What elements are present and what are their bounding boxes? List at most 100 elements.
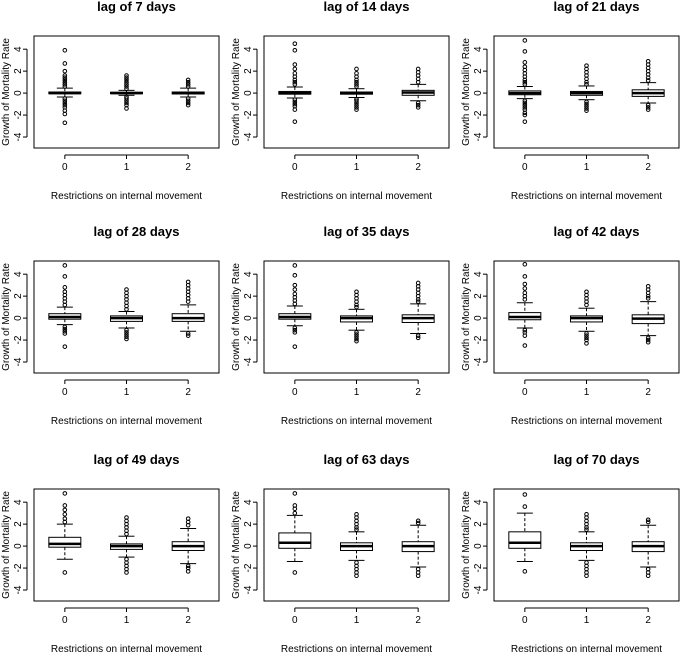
y-tick-label: 0 [13,315,24,321]
outlier-point [124,98,129,104]
outlier-point [185,563,191,569]
outlier-point [185,79,191,85]
outlier-point [645,335,651,341]
outlier-point [522,60,528,65]
outlier-point [584,331,589,336]
panel-title: lag of 28 days [94,224,180,239]
outlier-point [62,263,68,268]
iqr-box [508,531,542,549]
outlier-point [292,99,298,105]
y-tick-label: 4 [473,271,484,277]
x-axis-label: Restrictions on internal movement [51,644,202,655]
outlier-point [292,330,298,335]
outlier-point [354,338,359,344]
outlier-point [522,38,528,43]
panel-title: lag of 42 days [554,224,640,239]
y-tick-label: -2 [473,563,484,572]
x-tick-label: 2 [645,387,651,398]
outlier-point [292,344,298,349]
x-axis-label: Restrictions on internal movement [511,191,662,202]
outlier-point [62,491,68,496]
outlier-point [584,82,589,87]
iqr-box [278,532,312,549]
y-tick-label: 4 [473,46,484,52]
panel-title: lag of 49 days [94,452,180,467]
outlier-point [522,281,528,287]
outlier-point [292,107,298,112]
outlier-point [292,82,298,87]
panel-title: lag of 63 days [324,452,410,467]
y-axis-label: Growth of Mortality Rate [461,491,472,599]
plot-frame [493,488,680,602]
y-tick-label: -2 [13,110,24,119]
box-category-1 [340,511,373,579]
outlier-point [124,307,129,312]
x-tick-label: 2 [415,387,421,398]
outlier-point [185,102,191,108]
outlier-point [354,334,359,340]
x-tick-label: 1 [354,387,360,398]
y-tick-label: 4 [243,271,254,277]
outlier-point [354,332,359,337]
outlier-point [62,100,68,106]
plot-frame [263,488,450,602]
panel-title: lag of 7 days [97,0,176,14]
x-tick-label: 0 [292,162,298,173]
outlier-point [292,287,298,292]
y-tick-label: 4 [473,499,484,505]
outlier-point [354,336,359,342]
outlier-point [292,62,298,67]
outlier-point [584,79,589,85]
y-tick-label: 2 [13,68,24,74]
y-tick-label: 0 [473,315,484,321]
y-tick-label: -4 [243,357,254,366]
outlier-point [584,525,589,530]
y-axis-label: Growth of Mortality Rate [1,263,12,371]
outlier-point [522,333,528,338]
outlier-point [124,75,129,81]
outlier-point [62,82,68,87]
box-category-0 [48,263,82,349]
outlier-point [124,84,129,89]
outlier-point [645,293,651,299]
x-tick-label: 1 [124,162,130,173]
outlier-point [354,107,359,112]
outlier-point [645,107,651,112]
outlier-point [124,327,129,333]
outlier-point [292,101,298,107]
outlier-point [292,570,298,575]
outlier-point [354,84,359,89]
outlier-point [62,98,68,104]
x-tick-label: 1 [354,162,360,173]
outlier-point [522,77,528,83]
outlier-point [62,102,68,108]
outlier-point [124,86,129,92]
outlier-point [354,79,359,85]
x-tick-label: 1 [584,162,590,173]
box-category-1 [570,63,603,113]
outlier-point [62,570,68,575]
outlier-point [62,77,68,83]
outlier-point [522,110,528,116]
outlier-point [415,297,421,302]
x-axis-label: Restrictions on internal movement [281,644,432,655]
outlier-point [185,333,191,338]
x-tick-label: 0 [522,615,528,626]
outlier-point [354,330,359,335]
plot-frame [33,488,220,602]
outlier-point [584,527,589,532]
outlier-point [124,531,129,537]
y-tick-label: 0 [13,90,24,96]
box-category-0 [278,41,312,124]
outlier-point [292,66,298,72]
outlier-point [522,286,528,291]
outlier-point [522,261,528,267]
outlier-point [124,79,129,85]
outlier-point [62,331,68,336]
plot-frame [263,260,450,374]
y-axis-label: Growth of Mortality Rate [1,491,12,599]
